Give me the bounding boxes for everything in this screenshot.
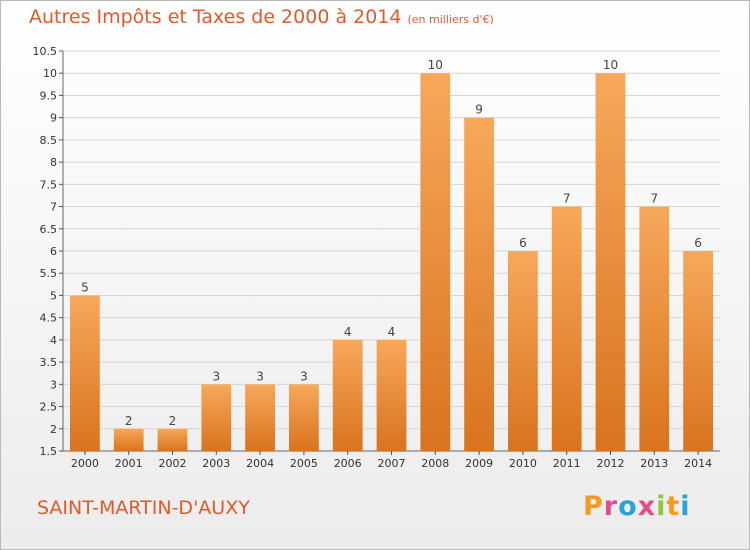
bar (245, 384, 275, 451)
x-tick-label: 2009 (465, 457, 493, 470)
y-tick-label: 5 (50, 289, 57, 302)
y-tick-label: 2.5 (40, 401, 58, 414)
bar-value-label: 5 (81, 280, 89, 294)
bar (289, 384, 319, 451)
x-tick-label: 2012 (597, 457, 625, 470)
y-tick-label: 8.5 (40, 134, 58, 147)
bar-value-label: 10 (603, 58, 618, 72)
x-tick-label: 2008 (421, 457, 449, 470)
bar-value-label: 2 (125, 414, 133, 428)
chart-subtitle: (en milliers d'€) (407, 13, 494, 26)
logo-letter: i (680, 491, 691, 522)
bar-value-label: 9 (475, 103, 483, 117)
bar (464, 117, 494, 452)
logo-letter: r (603, 491, 619, 522)
x-tick-label: 2006 (334, 457, 362, 470)
bar-value-label: 6 (519, 236, 527, 250)
bar (376, 339, 407, 451)
x-tick-label: 2003 (202, 457, 230, 470)
bar-value-label: 3 (300, 369, 308, 383)
y-tick-label: 4.5 (40, 312, 58, 325)
y-tick-label: 10.5 (33, 45, 58, 58)
y-tick-label: 9.5 (40, 89, 58, 102)
bar-value-label: 4 (344, 325, 352, 339)
x-tick-label: 2010 (509, 457, 537, 470)
proxiti-logo: Proxiti (583, 491, 691, 522)
logo-letter: P (583, 491, 604, 522)
bar (201, 384, 232, 451)
logo-letter: t (666, 491, 681, 522)
bar (70, 295, 100, 451)
chart-title-text: Autres Impôts et Taxes de 2000 à 2014 (29, 6, 402, 28)
bar (420, 73, 451, 451)
y-tick-label: 4 (50, 334, 57, 347)
y-tick-label: 8 (50, 156, 57, 169)
y-tick-label: 3.5 (40, 356, 58, 369)
bar-value-label: 3 (256, 369, 264, 383)
x-tick-label: 2014 (684, 457, 712, 470)
bar-value-label: 3 (212, 369, 220, 383)
bar (639, 206, 670, 451)
chart-title: Autres Impôts et Taxes de 2000 à 2014 (en… (29, 6, 494, 28)
x-tick-label: 2002 (159, 457, 187, 470)
bar-value-label: 7 (650, 192, 658, 206)
bar-value-label: 6 (694, 236, 702, 250)
x-tick-label: 2013 (640, 457, 668, 470)
y-tick-label: 2 (50, 423, 57, 436)
y-tick-label: 1.5 (40, 445, 58, 458)
logo-letter: i (656, 491, 667, 522)
bar (595, 73, 626, 451)
bar-value-label: 4 (388, 325, 396, 339)
y-tick-label: 3 (50, 378, 57, 391)
y-tick-label: 7 (50, 201, 57, 214)
y-tick-label: 10 (43, 67, 57, 80)
bar-value-label: 7 (563, 192, 571, 206)
logo-letter: o (618, 491, 638, 522)
bar (332, 339, 363, 451)
x-tick-label: 2001 (115, 457, 143, 470)
bar (551, 206, 582, 451)
y-tick-label: 7.5 (40, 178, 58, 191)
bar (113, 428, 144, 451)
bar-value-label: 10 (428, 58, 443, 72)
x-tick-label: 2007 (378, 457, 406, 470)
x-tick-label: 2011 (553, 457, 581, 470)
city-name: SAINT-MARTIN-D'AUXY (37, 497, 250, 519)
y-tick-label: 6 (50, 245, 57, 258)
x-tick-label: 2000 (71, 457, 99, 470)
bar-value-label: 2 (169, 414, 177, 428)
y-tick-label: 5.5 (40, 267, 58, 280)
logo-letter: x (637, 491, 657, 522)
y-tick-label: 9 (50, 112, 57, 125)
bar (157, 428, 188, 451)
x-tick-label: 2004 (246, 457, 274, 470)
y-tick-label: 6.5 (40, 223, 58, 236)
x-tick-label: 2005 (290, 457, 318, 470)
bar (683, 251, 713, 451)
bar (508, 251, 538, 451)
